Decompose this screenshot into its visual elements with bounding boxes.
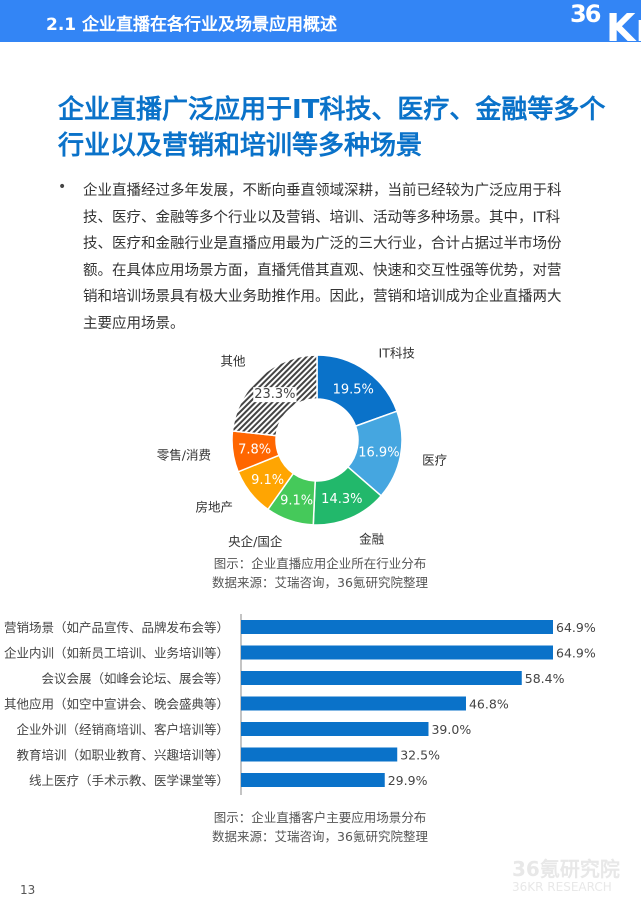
body-line: 主要应用场景。	[83, 315, 185, 332]
bar	[241, 645, 553, 660]
donut-caption-title: 图示：企业直播应用企业所在行业分布	[213, 556, 427, 571]
section-header-bar: 2.1 企业直播在各行业及场景应用概述 36 Kr	[0, 0, 641, 50]
bar-category-label: 企业外训（经销商培训、客户培训等）	[16, 722, 229, 737]
donut-value-label: 19.5%	[333, 382, 374, 397]
bar	[241, 773, 385, 787]
bar-value-label: 58.4%	[525, 671, 565, 686]
bar-value-label: 64.9%	[556, 620, 596, 635]
body-line: 销和培训场景具有极大业务助推作用。因此，营销和培训成为企业直播两大	[83, 289, 562, 305]
bar	[241, 722, 429, 736]
bar-category-label: 会议会展（如峰会论坛、展会等）	[41, 671, 229, 686]
page-headline: 企业直播广泛应用于IT科技、医疗、金融等多个行业以及营销和培训等多种场景	[58, 95, 606, 161]
bar-category-label: 其他应用（如空中宣讲会、晚会盛典等）	[4, 697, 229, 712]
donut-value-label: 7.8%	[238, 443, 271, 458]
bar	[241, 747, 398, 762]
donut-category-label: 金融	[359, 531, 385, 546]
bar	[241, 671, 522, 685]
donut-category-label: 零售/消费	[157, 448, 211, 463]
bar-value-label: 46.8%	[469, 697, 509, 712]
donut-category-label: 医疗	[422, 453, 447, 468]
bullet-marker: •	[58, 179, 67, 195]
watermark: 36氪研究院	[512, 857, 620, 881]
bar-value-label: 39.0%	[431, 722, 471, 737]
body-line: 企业直播经过多年发展，不断向垂直领域深耕，当前已经较为广泛应用于科	[83, 183, 562, 199]
body-line: 技、医疗、金融等多个行业以及营销、培训、活动等多种场景。其中，IT科	[83, 209, 561, 226]
bar-category-label: 营销场景（如产品宣传、品牌发布会等）	[4, 620, 229, 635]
donut-value-label: 9.1%	[251, 473, 284, 488]
donut-category-label: 其他	[220, 353, 246, 368]
donut-category-label: 央企/国企	[228, 534, 283, 549]
donut-category-label: 房地产	[196, 499, 234, 514]
bar-value-label: 29.9%	[388, 773, 428, 788]
bar-category-label: 教育培训（如职业教育、兴趣培训等）	[16, 748, 229, 763]
donut-value-label: 16.9%	[358, 446, 399, 461]
label-background	[253, 387, 297, 403]
watermark-en: 36KR RESEARCH	[512, 880, 612, 894]
body-line: 技、医疗和金融行业是直播应用最为广泛的三大行业，合计占据过半市场份	[83, 236, 562, 252]
donut-caption: 图示：企业直播应用企业所在行业分布 数据来源：艾瑞咨询，36氪研究院整理	[150, 554, 490, 592]
donut-caption-source: 数据来源：艾瑞咨询，36氪研究院整理	[212, 575, 428, 590]
section-title: 2.1 企业直播在各行业及场景应用概述	[46, 15, 338, 35]
donut-value-label: 23.3%	[254, 387, 295, 402]
body-paragraph: 企业直播经过多年发展，不断向垂直领域深耕，当前已经较为广泛应用于科 技、医疗、金融…	[83, 178, 603, 337]
donut-value-label: 14.3%	[321, 492, 362, 507]
bar	[241, 620, 553, 634]
donut-value-label: 9.1%	[280, 494, 313, 509]
donut-category-label: IT科技	[379, 345, 416, 360]
logo-kr-mark: Kr	[606, 6, 641, 50]
logo-36kr: 36	[570, 0, 601, 28]
bar-value-label: 32.5%	[400, 748, 440, 763]
bar-category-label: 线上医疗（手术示教、医学课堂等）	[29, 773, 229, 788]
bar	[241, 696, 466, 711]
page-number: 13	[20, 883, 36, 897]
bar-value-label: 64.9%	[556, 646, 596, 661]
bar-caption-title: 图示：企业直播客户主要应用场景分布	[213, 810, 427, 825]
bar-category-label: 企业内训（如新员工培训、业务培训等）	[4, 646, 229, 661]
bar-caption-source: 数据来源：艾瑞咨询，36氪研究院整理	[212, 829, 428, 844]
body-line: 额。在具体应用场景方面，直播凭借其直观、快速和交互性强等优势，对营	[83, 262, 562, 279]
bar-caption: 图示：企业直播客户主要应用场景分布 数据来源：艾瑞咨询，36氪研究院整理	[150, 808, 490, 846]
